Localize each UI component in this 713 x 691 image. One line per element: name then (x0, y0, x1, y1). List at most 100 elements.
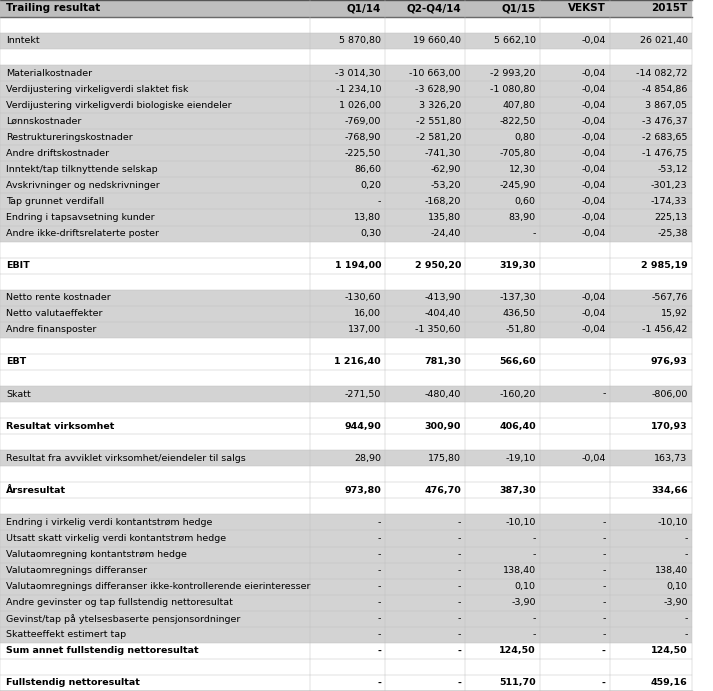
Bar (0, 643, 310, 659)
Bar (610, 33, 692, 49)
Bar (465, 225, 540, 242)
Bar (465, 97, 540, 113)
Text: -0,04: -0,04 (581, 101, 605, 110)
Bar (465, 418, 540, 434)
Text: 225,13: 225,13 (655, 213, 687, 222)
Bar (310, 370, 385, 386)
Text: 13,80: 13,80 (354, 213, 381, 222)
Bar (540, 178, 610, 193)
Bar (610, 354, 692, 370)
Bar (385, 193, 465, 209)
Bar (610, 498, 692, 514)
Text: -: - (378, 518, 381, 527)
Bar (310, 386, 385, 402)
Text: Andre ikke-driftsrelaterte poster: Andre ikke-driftsrelaterte poster (6, 229, 159, 238)
Bar (465, 386, 540, 402)
Text: -2 581,20: -2 581,20 (416, 133, 461, 142)
Text: Resultat virksomhet: Resultat virksomhet (6, 422, 114, 430)
Bar (0, 322, 310, 338)
Bar (0, 258, 310, 274)
Text: 0,10: 0,10 (667, 583, 687, 591)
Text: Skatt: Skatt (6, 390, 31, 399)
Text: 124,50: 124,50 (651, 646, 687, 655)
Bar (0, 129, 310, 145)
Text: 3 326,20: 3 326,20 (419, 101, 461, 110)
Text: -705,80: -705,80 (499, 149, 535, 158)
Bar (610, 562, 692, 578)
Text: Avskrivninger og nedskrivninger: Avskrivninger og nedskrivninger (6, 181, 160, 190)
Bar (385, 434, 465, 451)
Bar (0, 17, 310, 33)
Text: -: - (378, 598, 381, 607)
Bar (540, 209, 610, 225)
Text: Fullstendig nettoresultat: Fullstendig nettoresultat (6, 679, 140, 688)
Text: -: - (602, 679, 605, 688)
Text: 459,16: 459,16 (651, 679, 687, 688)
Text: -19,10: -19,10 (506, 454, 535, 463)
Text: 5 870,80: 5 870,80 (339, 37, 381, 46)
Bar (385, 514, 465, 531)
Bar (0, 531, 310, 547)
Bar (610, 274, 692, 290)
Bar (385, 386, 465, 402)
Bar (385, 322, 465, 338)
Bar (310, 0, 385, 17)
Text: Resultat fra avviklet virksomhet/eiendeler til salgs: Resultat fra avviklet virksomhet/eiendel… (6, 454, 246, 463)
Bar (310, 97, 385, 113)
Bar (0, 562, 310, 578)
Text: Endring i virkelig verdi kontantstrøm hedge: Endring i virkelig verdi kontantstrøm he… (6, 518, 212, 527)
Text: 0,80: 0,80 (515, 133, 535, 142)
Bar (310, 113, 385, 129)
Text: -404,40: -404,40 (424, 310, 461, 319)
Text: -806,00: -806,00 (651, 390, 687, 399)
Text: 476,70: 476,70 (424, 486, 461, 495)
Bar (0, 97, 310, 113)
Bar (465, 675, 540, 691)
Bar (540, 434, 610, 451)
Text: 406,40: 406,40 (499, 422, 535, 430)
Bar (465, 354, 540, 370)
Bar (610, 145, 692, 161)
Text: 26 021,40: 26 021,40 (640, 37, 687, 46)
Text: -1 456,42: -1 456,42 (642, 325, 687, 334)
Bar (310, 161, 385, 178)
Bar (610, 49, 692, 65)
Bar (310, 595, 385, 611)
Bar (540, 675, 610, 691)
Bar (610, 547, 692, 562)
Text: -0,04: -0,04 (581, 165, 605, 174)
Text: -0,04: -0,04 (581, 293, 605, 302)
Bar (385, 643, 465, 659)
Text: Verdijustering virkeligverdi slaktet fisk: Verdijustering virkeligverdi slaktet fis… (6, 84, 188, 93)
Bar (465, 627, 540, 643)
Bar (540, 113, 610, 129)
Bar (465, 547, 540, 562)
Bar (385, 466, 465, 482)
Text: -: - (602, 518, 605, 527)
Bar (385, 418, 465, 434)
Bar (465, 578, 540, 595)
Text: Valutaomregnings differanser ikke-kontrollerende eierinteresser: Valutaomregnings differanser ikke-kontro… (6, 583, 310, 591)
Bar (540, 17, 610, 33)
Bar (540, 482, 610, 498)
Bar (540, 306, 610, 322)
Bar (385, 0, 465, 17)
Bar (310, 514, 385, 531)
Text: -: - (458, 583, 461, 591)
Text: -1 350,60: -1 350,60 (416, 325, 461, 334)
Text: 511,70: 511,70 (499, 679, 535, 688)
Text: -: - (602, 646, 605, 655)
Bar (610, 386, 692, 402)
Text: -25,38: -25,38 (657, 229, 687, 238)
Bar (610, 178, 692, 193)
Text: 15,92: 15,92 (661, 310, 687, 319)
Bar (610, 627, 692, 643)
Bar (465, 322, 540, 338)
Text: -271,50: -271,50 (344, 390, 381, 399)
Bar (610, 643, 692, 659)
Text: -245,90: -245,90 (499, 181, 535, 190)
Text: 5 662,10: 5 662,10 (493, 37, 535, 46)
Text: 138,40: 138,40 (655, 566, 687, 575)
Text: -3 628,90: -3 628,90 (416, 84, 461, 93)
Bar (385, 578, 465, 595)
